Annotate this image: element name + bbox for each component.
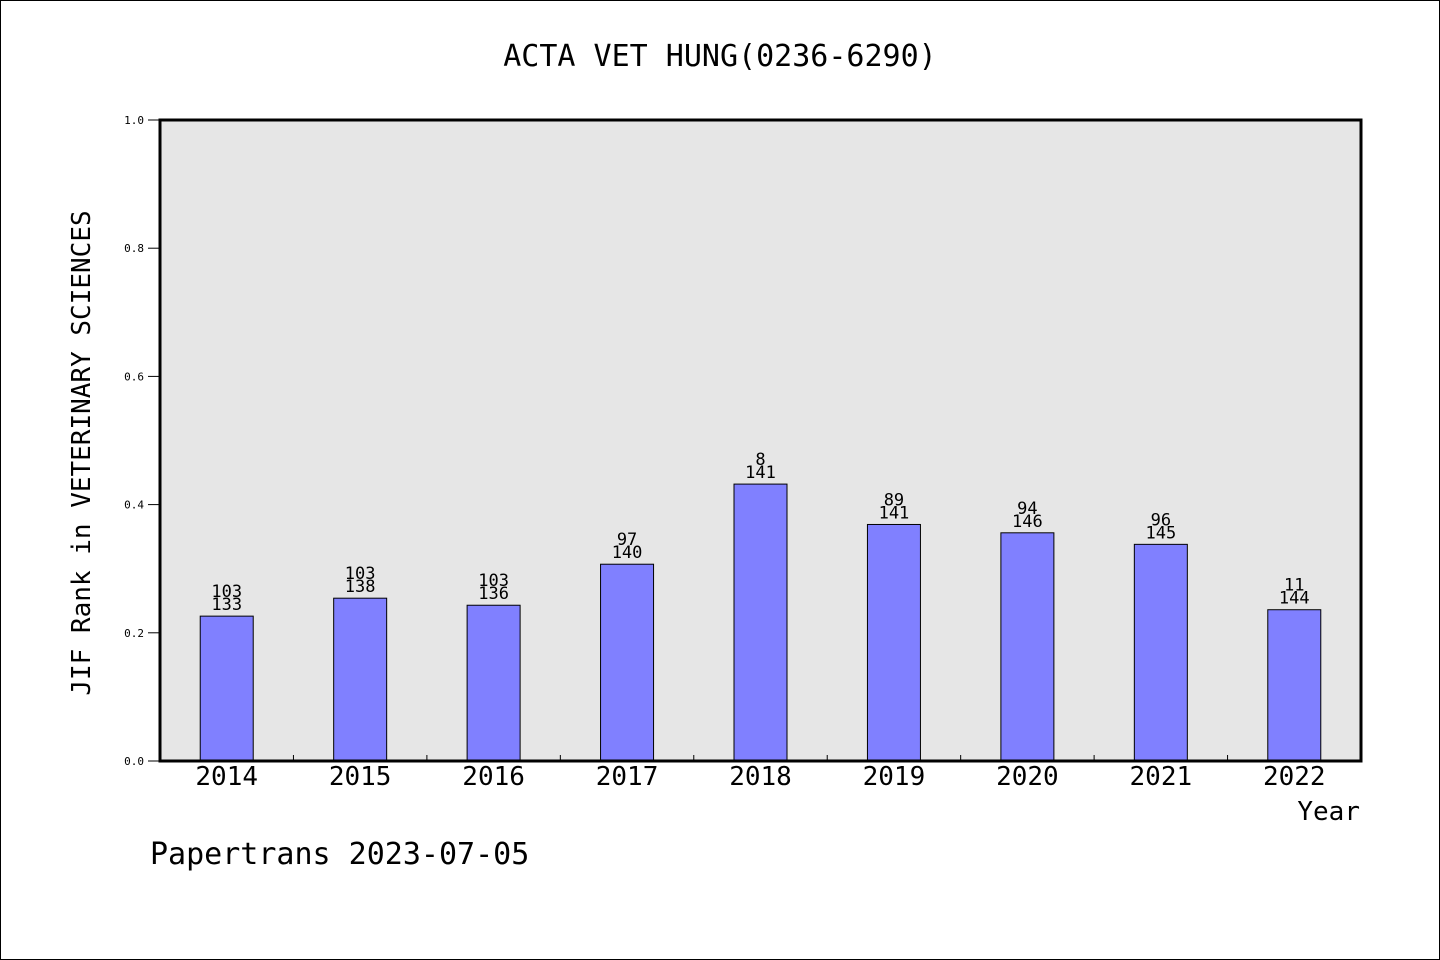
bar-rank-label: 8 xyxy=(755,450,765,470)
bar-2019 xyxy=(866,523,921,762)
bar-rank-label: 11 xyxy=(1284,576,1304,596)
bar-total-label: 144 xyxy=(1279,589,1310,609)
bar-total-label: 145 xyxy=(1145,523,1176,543)
x-axis-label: Year xyxy=(1297,797,1360,827)
bar-2020 xyxy=(1000,532,1055,762)
bar-rank-label: 97 xyxy=(617,530,637,550)
bar-2018 xyxy=(733,483,788,762)
x-tick-label: 2019 xyxy=(863,762,926,792)
bar-2016 xyxy=(466,604,521,762)
bar-total-label: 133 xyxy=(211,595,242,615)
x-axis: 2014 2015 2016 2017 2018 2019 2020 2021 2022 xyxy=(195,755,1326,792)
footer-credit: Papertrans 2023-07-05 xyxy=(150,837,529,872)
bar-total-label: 136 xyxy=(478,584,509,604)
x-tick-label: 2014 xyxy=(195,762,258,792)
y-tick-label: 0.8 xyxy=(124,242,144,255)
bar-total-label: 140 xyxy=(612,543,643,563)
bar-rank-label: 103 xyxy=(478,571,509,591)
bar-2015 xyxy=(333,597,388,762)
bar-rank-label: 103 xyxy=(345,564,376,584)
x-tick-label: 2018 xyxy=(729,762,792,792)
bar-2022 xyxy=(1267,609,1322,762)
bar-total-label: 146 xyxy=(1012,512,1043,532)
y-axis-label: JIF Rank in VETERINARY SCIENCES xyxy=(67,210,97,695)
x-tick-label: 2015 xyxy=(329,762,392,792)
y-tick-label: 0.6 xyxy=(124,370,144,383)
bar-2021 xyxy=(1133,543,1188,762)
bar-total-label: 141 xyxy=(879,503,910,523)
x-tick-label: 2020 xyxy=(996,762,1059,792)
y-tick-label: 0.0 xyxy=(124,755,144,768)
chart-title: ACTA VET HUNG(0236-6290) xyxy=(503,39,936,74)
bar-2014 xyxy=(199,615,254,762)
bar-rank-label: 89 xyxy=(884,490,904,510)
bar-rank-label: 96 xyxy=(1151,510,1171,530)
x-tick-label: 2016 xyxy=(462,762,525,792)
y-tick-label: 0.2 xyxy=(124,627,144,640)
plot-border xyxy=(158,118,1363,763)
x-tick-label: 2022 xyxy=(1263,762,1326,792)
bar-2017 xyxy=(600,563,655,762)
y-axis: 0.0 0.2 0.4 0.6 0.8 1.0 xyxy=(124,114,160,768)
bar-rank-label: 94 xyxy=(1017,499,1037,519)
x-tick-label: 2017 xyxy=(596,762,659,792)
bar-total-label: 138 xyxy=(345,577,376,597)
x-tick-label: 2021 xyxy=(1130,762,1193,792)
bar-rank-label: 103 xyxy=(211,582,242,602)
y-tick-label: 1.0 xyxy=(124,114,144,127)
bar-total-label: 141 xyxy=(745,463,776,483)
y-tick-label: 0.4 xyxy=(124,499,144,512)
